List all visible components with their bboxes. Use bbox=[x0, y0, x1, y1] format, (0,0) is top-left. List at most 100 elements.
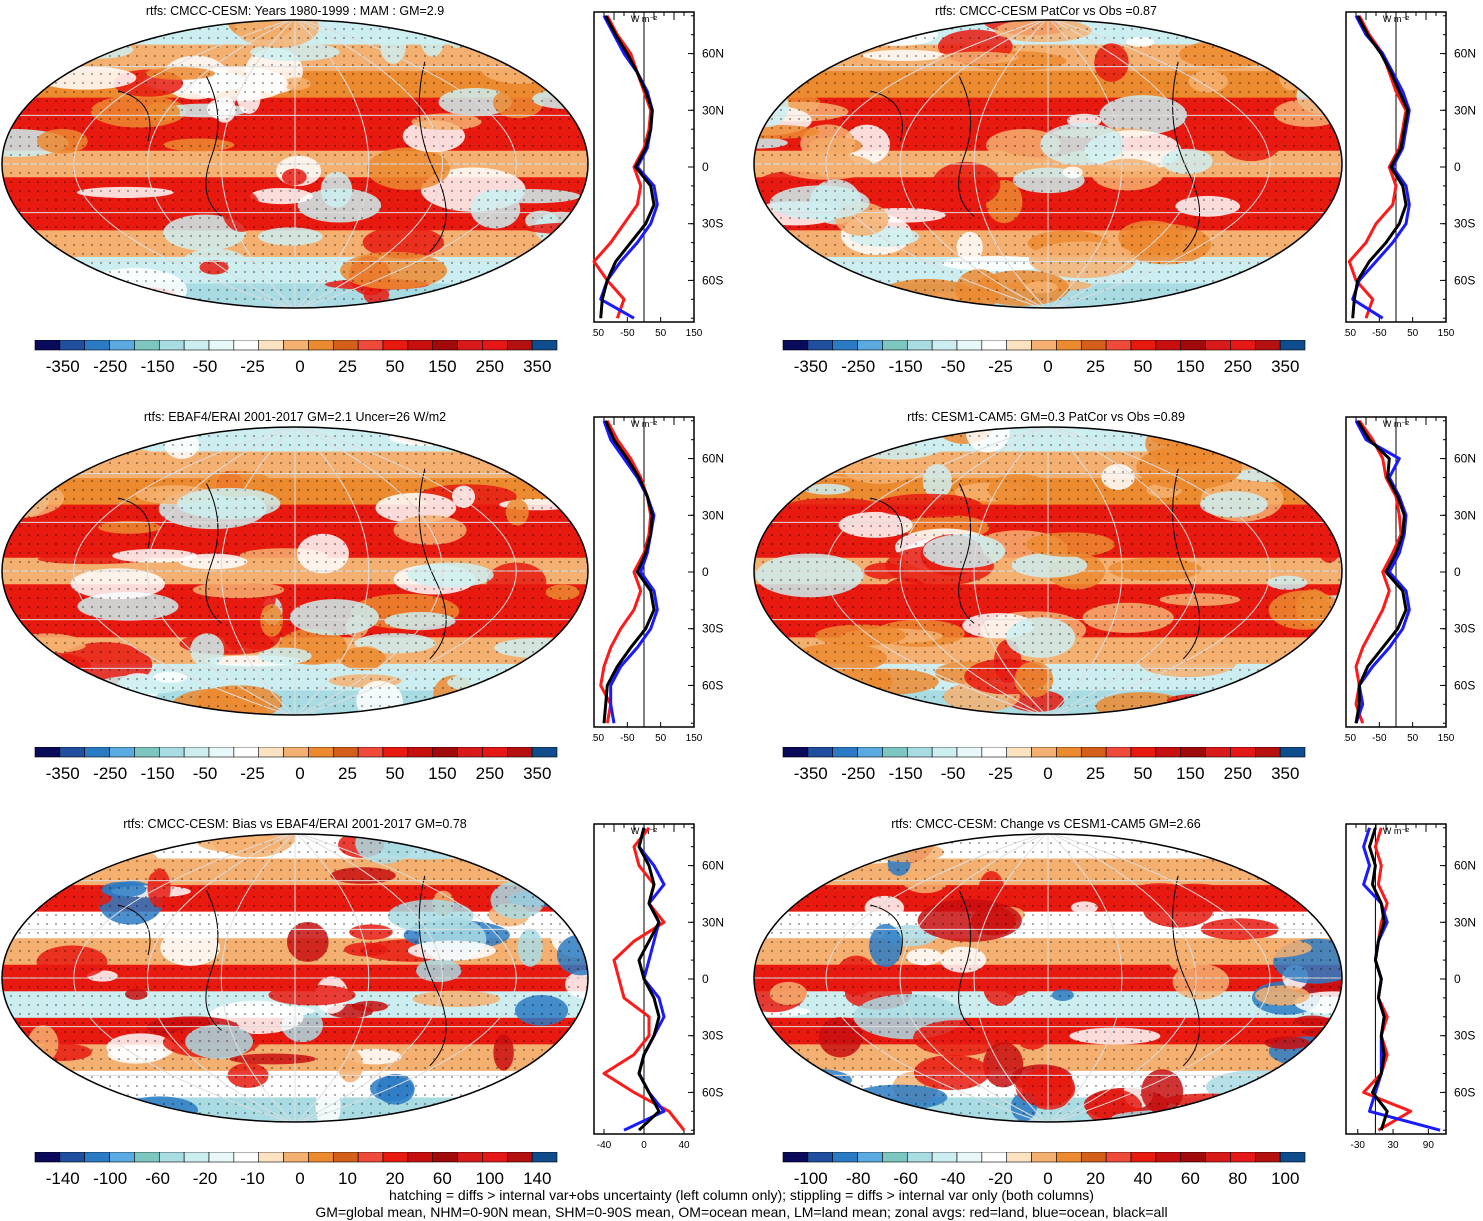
colorbar-swatch bbox=[981, 340, 1008, 351]
colorbar-swatch bbox=[84, 1152, 110, 1163]
colorbar-swatch bbox=[432, 1152, 458, 1163]
zonal-xtick-label: 50 bbox=[1407, 733, 1419, 744]
colorbar-label: 150 bbox=[1176, 357, 1204, 376]
colorbar-swatch bbox=[981, 1152, 1008, 1163]
panel-title: rtfs: CMCC-CESM: Change vs CESM1-CAM5 GM… bbox=[891, 817, 1201, 831]
colorbar-label: -40 bbox=[941, 1169, 966, 1188]
zonal-xtick-label: 150 bbox=[1438, 328, 1455, 339]
colorbar-swatch bbox=[482, 340, 508, 351]
colorbar-label: 20 bbox=[1086, 1169, 1105, 1188]
colorbar-label: -50 bbox=[193, 357, 218, 376]
colorbar-swatch bbox=[531, 747, 558, 758]
lat-tick-label: 30N bbox=[702, 508, 724, 522]
colorbar: -350 -250 -150 -50 -25 0 25 50 150 250 350 bbox=[34, 747, 558, 783]
colorbar-swatch bbox=[832, 1152, 858, 1163]
colorbar-label: 0 bbox=[1043, 764, 1052, 783]
zonal-xtick-label: 90 bbox=[1423, 1140, 1435, 1151]
colorbar-swatch bbox=[482, 747, 508, 758]
zonal-xtick-label: -50 bbox=[620, 733, 635, 744]
panel-title: rtfs: CESM1-CAM5: GM=0.3 PatCor vs Obs =… bbox=[907, 410, 1185, 424]
global-map bbox=[1, 426, 589, 716]
colorbar-swatch bbox=[1130, 747, 1157, 758]
colorbar-label: -50 bbox=[941, 357, 966, 376]
zonal-profile: W m⁻² 60N 30N 0 30S 60S -150 -50 50 150 bbox=[592, 11, 724, 339]
colorbar-swatch bbox=[283, 340, 309, 351]
colorbar-label: 25 bbox=[1086, 357, 1105, 376]
colorbar-swatch bbox=[457, 747, 483, 758]
colorbar-swatch bbox=[407, 1152, 434, 1163]
zonal-xtick-label: -30 bbox=[1351, 1140, 1366, 1151]
colorbar-swatch bbox=[258, 747, 284, 758]
zonal-profile: W m⁻² 60N 30N 0 30S 60S -150 -50 50 150 bbox=[592, 416, 724, 744]
colorbar-swatch bbox=[233, 1152, 260, 1163]
colorbar-label: 250 bbox=[476, 357, 504, 376]
colorbar: -350 -250 -150 -50 -25 0 25 50 150 250 350 bbox=[782, 340, 1306, 376]
colorbar-swatch bbox=[1180, 340, 1206, 351]
colorbar-swatch bbox=[857, 340, 883, 351]
zonal-series-all bbox=[637, 827, 661, 1132]
zonal-xtick-label: 150 bbox=[1438, 733, 1455, 744]
colorbar-swatch bbox=[1230, 1152, 1256, 1163]
colorbar-swatch bbox=[857, 1152, 883, 1163]
zonal-unit-label: W m⁻² bbox=[1383, 14, 1409, 24]
lat-tick-label: 30S bbox=[702, 1029, 723, 1043]
zonal-series-ocean bbox=[1354, 420, 1411, 724]
colorbar: -100 -80 -60 -40 -20 0 20 40 60 80 100 bbox=[782, 1152, 1306, 1188]
colorbar-swatch bbox=[1031, 340, 1057, 351]
lat-tick-label: 60N bbox=[1454, 452, 1476, 466]
zonal-xtick-label: 30 bbox=[1387, 1140, 1399, 1151]
global-map bbox=[753, 833, 1343, 1123]
lat-tick-label: 60N bbox=[1454, 47, 1476, 61]
zonal-xtick-label: 50 bbox=[1407, 328, 1419, 339]
lat-tick-label: 30S bbox=[702, 622, 723, 636]
colorbar-swatch bbox=[357, 340, 384, 351]
colorbar-swatch bbox=[506, 1152, 533, 1163]
colorbar-swatch bbox=[1230, 747, 1256, 758]
colorbar-swatch bbox=[382, 747, 409, 758]
zonal-xtick-label: -40 bbox=[597, 1140, 612, 1151]
zonal-profile: W m⁻² 60N 30N 0 30S 60S -150 -50 50 150 bbox=[1344, 11, 1476, 339]
colorbar-swatch bbox=[1105, 1152, 1132, 1163]
colorbar-swatch bbox=[1105, 747, 1132, 758]
colorbar: -350 -250 -150 -50 -25 0 25 50 150 250 350 bbox=[782, 747, 1306, 783]
panel-title: rtfs: CMCC-CESM PatCor vs Obs =0.87 bbox=[935, 4, 1157, 18]
colorbar-swatch bbox=[882, 747, 908, 758]
colorbar-label: 150 bbox=[1176, 764, 1204, 783]
zonal-xtick-label: -150 bbox=[1344, 733, 1356, 744]
colorbar-label: 0 bbox=[1043, 357, 1052, 376]
lat-tick-label: 0 bbox=[1454, 972, 1461, 986]
global-map bbox=[1, 833, 589, 1123]
colorbar-label: 140 bbox=[523, 1169, 551, 1188]
colorbar-swatch bbox=[482, 1152, 508, 1163]
lat-tick-label: 60S bbox=[702, 1085, 723, 1099]
zonal-series-land bbox=[592, 15, 653, 319]
colorbar-swatch bbox=[956, 1152, 983, 1163]
colorbar-swatch bbox=[1279, 1152, 1306, 1163]
colorbar-label: 50 bbox=[385, 764, 404, 783]
colorbar-label: 80 bbox=[1228, 1169, 1247, 1188]
colorbar-label: 60 bbox=[433, 1169, 452, 1188]
colorbar-label: -100 bbox=[794, 1169, 828, 1188]
colorbar-label: 0 bbox=[1043, 1169, 1052, 1188]
lat-tick-label: 30S bbox=[1454, 217, 1475, 231]
colorbar-label: 100 bbox=[476, 1169, 504, 1188]
colorbar-swatch bbox=[208, 340, 235, 351]
colorbar-swatch bbox=[882, 340, 908, 351]
colorbar-swatch bbox=[357, 1152, 384, 1163]
panel-title: rtfs: EBAF4/ERAI 2001-2017 GM=2.1 Uncer=… bbox=[143, 410, 447, 424]
zonal-xtick-label: -150 bbox=[592, 328, 604, 339]
colorbar-swatch bbox=[931, 1152, 958, 1163]
colorbar-label: -150 bbox=[141, 357, 175, 376]
zonal-series-all bbox=[599, 15, 656, 319]
colorbar-label: -250 bbox=[841, 357, 875, 376]
global-map bbox=[753, 426, 1343, 716]
colorbar-swatch bbox=[981, 747, 1008, 758]
colorbar-label: 20 bbox=[385, 1169, 404, 1188]
colorbar-label: 350 bbox=[523, 357, 551, 376]
colorbar-swatch bbox=[407, 340, 434, 351]
colorbar-swatch bbox=[233, 747, 260, 758]
colorbar-label: 350 bbox=[523, 764, 551, 783]
colorbar: -350 -250 -150 -50 -25 0 25 50 150 250 350 bbox=[34, 340, 558, 376]
zonal-series-all bbox=[1354, 420, 1408, 724]
colorbar-swatch bbox=[782, 1152, 809, 1163]
